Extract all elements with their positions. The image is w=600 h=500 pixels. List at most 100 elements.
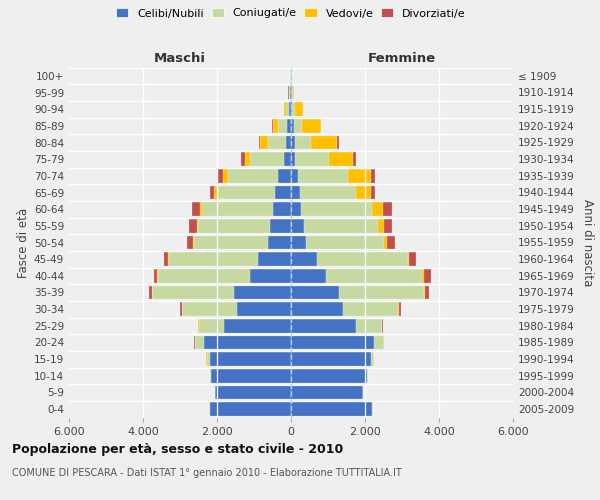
- Bar: [353, 152, 356, 166]
- Bar: [371, 352, 374, 366]
- Bar: [326, 269, 422, 282]
- Bar: [238, 302, 291, 316]
- Bar: [291, 286, 339, 300]
- Bar: [194, 236, 268, 250]
- Bar: [371, 202, 383, 216]
- Bar: [215, 386, 291, 400]
- Bar: [329, 152, 353, 166]
- Bar: [268, 136, 286, 149]
- Bar: [287, 119, 291, 132]
- Bar: [398, 302, 401, 316]
- Bar: [233, 286, 291, 300]
- Text: COMUNE DI PESCARA - Dati ISTAT 1° gennaio 2010 - Elaborazione TUTTITALIA.IT: COMUNE DI PESCARA - Dati ISTAT 1° gennai…: [12, 468, 402, 477]
- Bar: [291, 169, 298, 182]
- Bar: [374, 336, 383, 349]
- Bar: [311, 136, 337, 149]
- Bar: [295, 152, 329, 166]
- Bar: [204, 336, 291, 349]
- Bar: [302, 119, 320, 132]
- Bar: [304, 219, 378, 232]
- Bar: [272, 202, 291, 216]
- Bar: [168, 252, 169, 266]
- Bar: [169, 252, 258, 266]
- Bar: [223, 169, 228, 182]
- Bar: [270, 219, 291, 232]
- Bar: [211, 369, 291, 382]
- Bar: [407, 252, 409, 266]
- Bar: [289, 102, 291, 116]
- Bar: [202, 202, 272, 216]
- Bar: [192, 202, 200, 216]
- Bar: [250, 269, 291, 282]
- Bar: [214, 186, 218, 200]
- Bar: [158, 269, 250, 282]
- Bar: [275, 186, 291, 200]
- Bar: [291, 86, 292, 100]
- Bar: [382, 319, 383, 332]
- Bar: [180, 302, 182, 316]
- Bar: [268, 236, 291, 250]
- Bar: [209, 352, 291, 366]
- Bar: [152, 286, 233, 300]
- Bar: [320, 119, 322, 132]
- Bar: [291, 202, 301, 216]
- Bar: [424, 269, 431, 282]
- Bar: [195, 336, 204, 349]
- Bar: [291, 386, 363, 400]
- Bar: [383, 236, 387, 250]
- Bar: [154, 269, 157, 282]
- Text: Popolazione per età, sesso e stato civile - 2010: Popolazione per età, sesso e stato civil…: [12, 442, 343, 456]
- Bar: [295, 136, 311, 149]
- Bar: [189, 219, 197, 232]
- Text: Maschi: Maschi: [154, 52, 206, 65]
- Text: Femmine: Femmine: [368, 52, 436, 65]
- Bar: [291, 102, 292, 116]
- Bar: [197, 319, 199, 332]
- Bar: [193, 236, 194, 250]
- Bar: [339, 286, 424, 300]
- Y-axis label: Fasce di età: Fasce di età: [17, 208, 30, 278]
- Bar: [292, 86, 293, 100]
- Bar: [286, 136, 291, 149]
- Bar: [292, 102, 295, 116]
- Bar: [424, 286, 425, 300]
- Bar: [383, 219, 392, 232]
- Bar: [209, 402, 291, 416]
- Bar: [291, 369, 367, 382]
- Bar: [409, 252, 416, 266]
- Bar: [291, 136, 295, 149]
- Bar: [371, 169, 375, 182]
- Bar: [272, 119, 278, 132]
- Bar: [295, 102, 303, 116]
- Bar: [378, 219, 383, 232]
- Bar: [291, 319, 356, 332]
- Bar: [210, 186, 214, 200]
- Bar: [425, 286, 428, 300]
- Bar: [278, 119, 287, 132]
- Bar: [371, 186, 376, 200]
- Bar: [291, 186, 300, 200]
- Bar: [356, 186, 371, 200]
- Y-axis label: Anni di nascita: Anni di nascita: [581, 199, 594, 286]
- Bar: [218, 169, 223, 182]
- Bar: [259, 136, 260, 149]
- Bar: [241, 152, 245, 166]
- Bar: [300, 186, 356, 200]
- Bar: [294, 119, 302, 132]
- Bar: [199, 319, 224, 332]
- Bar: [301, 202, 371, 216]
- Bar: [291, 252, 317, 266]
- Bar: [260, 136, 268, 149]
- Bar: [284, 152, 291, 166]
- Bar: [197, 219, 198, 232]
- Bar: [291, 219, 304, 232]
- Bar: [291, 119, 294, 132]
- Bar: [387, 236, 395, 250]
- Bar: [293, 86, 294, 100]
- Bar: [290, 86, 291, 100]
- Bar: [278, 169, 291, 182]
- Bar: [367, 369, 368, 382]
- Bar: [187, 236, 193, 250]
- Bar: [228, 169, 278, 182]
- Bar: [291, 336, 374, 349]
